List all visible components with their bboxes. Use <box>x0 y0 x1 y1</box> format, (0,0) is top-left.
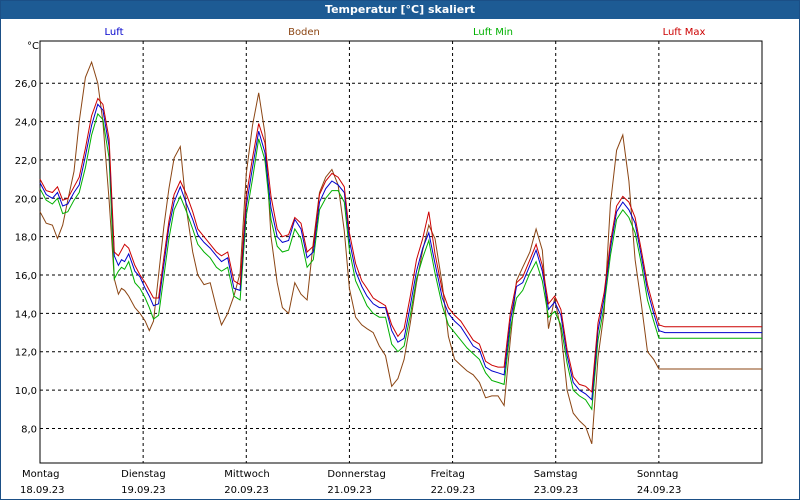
x-tick-day: Sonntag <box>637 469 679 480</box>
y-tick-label: 26,0 <box>15 79 37 90</box>
y-tick-label: 14,0 <box>15 309 37 320</box>
y-axis: 8,0 10,0 12,0 14,0 16,0 18,0 20,0 22,0 24,0 26,0 <box>15 79 37 435</box>
x-tick-date: 21.09.23 <box>327 485 372 496</box>
y-tick-label: 10,0 <box>15 386 37 397</box>
legend-item: Boden <box>288 27 320 38</box>
x-tick-day: Freitag <box>431 469 465 480</box>
legend: Luft Boden Luft Min Luft Max <box>105 27 706 38</box>
series-line-luft-max <box>39 97 762 394</box>
series-line-luft-min <box>39 112 762 411</box>
x-tick-day: Mittwoch <box>224 469 269 480</box>
y-tick-label: 22,0 <box>15 156 37 167</box>
y-tick-label: 12,0 <box>15 348 37 359</box>
x-tick-day: Montag <box>22 469 59 480</box>
plot-border <box>39 40 763 464</box>
x-tick-date: 22.09.23 <box>431 485 476 496</box>
grid <box>39 40 763 464</box>
x-tick-day: Samstag <box>534 469 578 480</box>
y-tick-label: 20,0 <box>15 194 37 205</box>
x-tick-day: Dienstag <box>121 469 166 480</box>
legend-item: Luft <box>105 27 124 38</box>
legend-item: Luft Min <box>473 27 513 38</box>
series-line-luft <box>39 103 762 401</box>
legend-item: Luft Max <box>663 27 706 38</box>
y-tick-label: 8,0 <box>21 424 37 435</box>
series-lines <box>39 60 762 444</box>
y-tick-label: 24,0 <box>15 118 37 129</box>
y-tick-label: 18,0 <box>15 233 37 244</box>
x-tick-day: Donnerstag <box>327 469 385 480</box>
series-line-boden <box>39 60 762 444</box>
x-axis: Montag 18.09.23 Dienstag 19.09.23 Mittwoch 20… <box>20 469 681 496</box>
x-tick-date: 24.09.23 <box>637 485 682 496</box>
x-tick-date: 23.09.23 <box>534 485 579 496</box>
y-axis-unit: °C <box>27 41 39 52</box>
x-tick-date: 20.09.23 <box>224 485 269 496</box>
chart-title: Temperatur [°C] skaliert <box>1 1 799 19</box>
y-tick-label: 16,0 <box>15 271 37 282</box>
x-tick-date: 18.09.23 <box>20 485 65 496</box>
x-tick-date: 19.09.23 <box>121 485 166 496</box>
